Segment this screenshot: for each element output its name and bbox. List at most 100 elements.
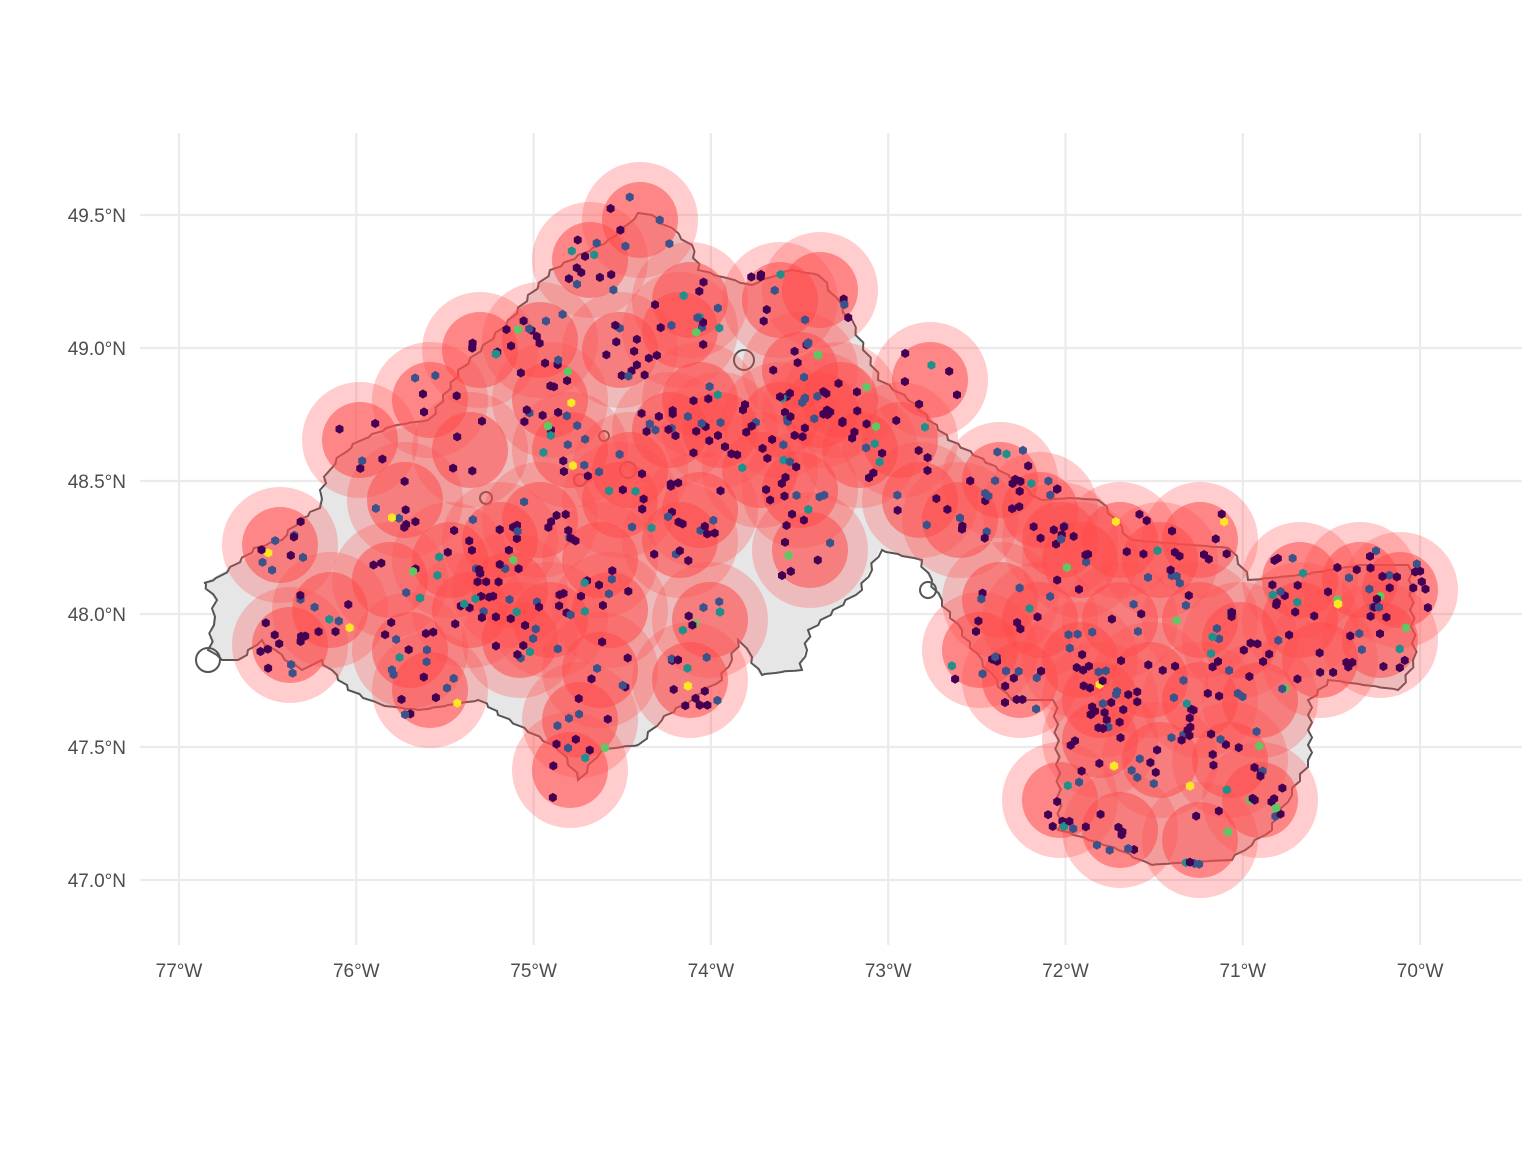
hex-cell-104: [504, 545, 513, 555]
hex-cell-332: [813, 555, 822, 565]
hex-cell-99: [468, 515, 477, 525]
hex-cell-126: [580, 578, 589, 588]
hex-cell-479: [1179, 675, 1188, 685]
hex-cell-74: [431, 693, 440, 703]
hex-cell-9: [271, 536, 280, 546]
hex-cell-44: [297, 631, 306, 641]
hex-cell-83: [421, 628, 430, 639]
hex-cell-520: [1421, 584, 1430, 594]
hex-cell-665: [546, 381, 555, 391]
hex-cell-336: [799, 515, 808, 525]
hex-cell-608: [1221, 740, 1230, 750]
buffer-core-85: [582, 462, 658, 538]
x-tick-label: 77°W: [156, 961, 203, 982]
hex-cell-384: [1002, 449, 1011, 459]
hex-cell-205: [617, 370, 626, 381]
hex-cell-172: [595, 272, 604, 282]
hex-cell-141: [553, 721, 562, 731]
hex-cell-365: [945, 366, 954, 376]
hex-cell-274: [691, 693, 700, 703]
hex-cell-63: [477, 613, 486, 623]
hex-cell-688: [473, 577, 482, 587]
hex-cell-364: [915, 399, 924, 409]
hex-cell-456: [1184, 590, 1193, 601]
hex-cell-201: [632, 360, 641, 370]
hex-cell-233: [654, 411, 663, 421]
hex-cell-24: [401, 505, 410, 515]
hex-cell-682: [506, 614, 515, 624]
hex-cell-125: [599, 600, 607, 610]
hex-cell-275: [681, 701, 690, 711]
hex-cell-116: [555, 590, 564, 600]
hex-cell-627: [1133, 772, 1142, 782]
hex-cell-699: [780, 491, 789, 501]
hex-cell-546: [1329, 667, 1338, 677]
hex-cell-709: [1109, 761, 1119, 771]
hex-cell-163: [558, 309, 567, 319]
hex-cell-680: [535, 602, 543, 612]
hex-cell-272: [669, 684, 678, 695]
hex-cell-416: [1002, 666, 1010, 676]
hex-cell-410: [974, 616, 983, 626]
hex-cell-313: [779, 440, 788, 450]
hex-cell-470: [1117, 656, 1125, 666]
hex-cell-543: [1316, 667, 1325, 677]
hex-cell-419: [1064, 630, 1073, 640]
hex-cell-71: [453, 698, 462, 708]
hex-cell-710: [1185, 781, 1195, 791]
hex-cell-6: [296, 517, 305, 527]
hex-cell-691: [638, 469, 646, 479]
hex-cell-164: [532, 331, 541, 341]
hex-cell-409: [977, 594, 986, 604]
hex-cell-696: [777, 478, 786, 489]
hex-cell-483: [1215, 691, 1224, 701]
hex-cell-162: [541, 358, 549, 368]
hex-cell-238: [689, 448, 698, 458]
hex-cell-215: [693, 313, 702, 323]
hex-cell-582: [1065, 816, 1074, 826]
hex-cell-476: [1225, 665, 1234, 675]
hex-cell-440: [1137, 609, 1146, 619]
hex-cell-75: [401, 710, 410, 720]
hex-cell-227: [642, 426, 651, 437]
hex-cell-38: [331, 627, 340, 637]
hex-cell-41: [325, 614, 334, 624]
hex-cell-402: [1027, 478, 1036, 489]
hex-cell-687: [443, 547, 452, 557]
hex-cell-367: [953, 390, 961, 400]
hex-cell-555: [1208, 662, 1217, 672]
hex-cell-10: [335, 424, 344, 434]
hex-cell-56: [369, 560, 378, 570]
hex-cell-631: [1107, 697, 1116, 708]
hex-cell-468: [1169, 693, 1178, 703]
buffer-core-84: [722, 432, 798, 508]
hex-cell-183: [621, 241, 630, 251]
hex-cell-276: [674, 655, 682, 665]
hex-cell-531: [1366, 611, 1375, 621]
hex-cell-525: [1417, 577, 1426, 587]
hex-cell-198: [644, 353, 653, 363]
hex-cell-226: [683, 411, 692, 422]
hex-cell-210: [652, 350, 661, 360]
hex-cell-342: [834, 378, 843, 388]
hex-cell-13: [378, 454, 387, 464]
hex-cell-551: [1208, 632, 1217, 642]
hex-cell-613: [1234, 743, 1243, 753]
x-tick-label: 71°W: [1219, 961, 1266, 982]
hex-cell-147: [549, 761, 558, 771]
hex-cell-474: [1171, 661, 1180, 671]
x-tick-label: 73°W: [865, 961, 912, 982]
x-tick-label: 76°W: [333, 961, 380, 982]
hex-cell-411: [1016, 624, 1025, 634]
hex-cell-196: [679, 291, 688, 301]
study-area-fragment-1: [479, 491, 493, 505]
hex-cell-308: [786, 412, 795, 422]
hex-cell-107: [468, 545, 476, 555]
hex-cell-169: [519, 316, 528, 326]
hex-cell-418: [1065, 643, 1074, 653]
hex-cell-368: [901, 348, 910, 358]
hex-cell-700: [763, 453, 772, 463]
hex-cell-550: [1212, 623, 1221, 634]
hex-cell-200: [640, 370, 649, 380]
buffer-core-20: [442, 312, 518, 388]
